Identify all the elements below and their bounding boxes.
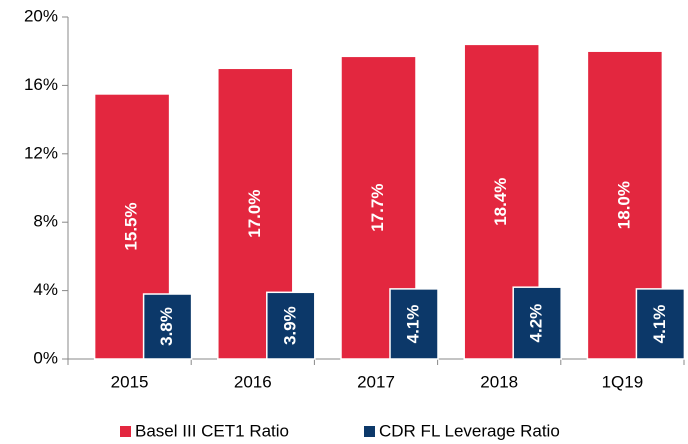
y-tick-label: 16% xyxy=(24,75,58,94)
bar xyxy=(512,286,562,360)
value-label: 18.0% xyxy=(614,181,633,229)
x-tick-label: 2015 xyxy=(111,372,149,391)
value-label: 4.1% xyxy=(403,305,422,344)
value-label: 17.7% xyxy=(368,184,387,232)
y-tick-label: 20% xyxy=(24,6,58,25)
y-tick-label: 12% xyxy=(24,143,58,162)
bar xyxy=(635,288,686,360)
value-label: 3.8% xyxy=(157,307,176,346)
bar xyxy=(389,288,439,360)
y-tick-label: 8% xyxy=(33,212,58,231)
value-label: 15.5% xyxy=(122,202,141,250)
legend-swatch xyxy=(364,426,375,437)
x-tick-label: 2017 xyxy=(357,372,395,391)
legend-label: CDR FL Leverage Ratio xyxy=(379,421,560,440)
legend-label: Basel III CET1 Ratio xyxy=(135,421,289,440)
bar xyxy=(266,291,316,360)
y-tick-label: 0% xyxy=(33,348,58,367)
value-label: 18.4% xyxy=(491,178,510,226)
bar xyxy=(142,293,193,360)
value-label: 4.1% xyxy=(650,305,669,344)
value-label: 4.2% xyxy=(527,304,546,343)
x-tick-label: 1Q19 xyxy=(602,372,644,391)
x-tick-label: 2018 xyxy=(480,372,518,391)
value-label: 17.0% xyxy=(245,190,264,238)
value-label: 3.9% xyxy=(280,306,299,345)
y-tick-label: 4% xyxy=(33,280,58,299)
legend-swatch xyxy=(120,426,131,437)
x-tick-label: 2016 xyxy=(234,372,272,391)
